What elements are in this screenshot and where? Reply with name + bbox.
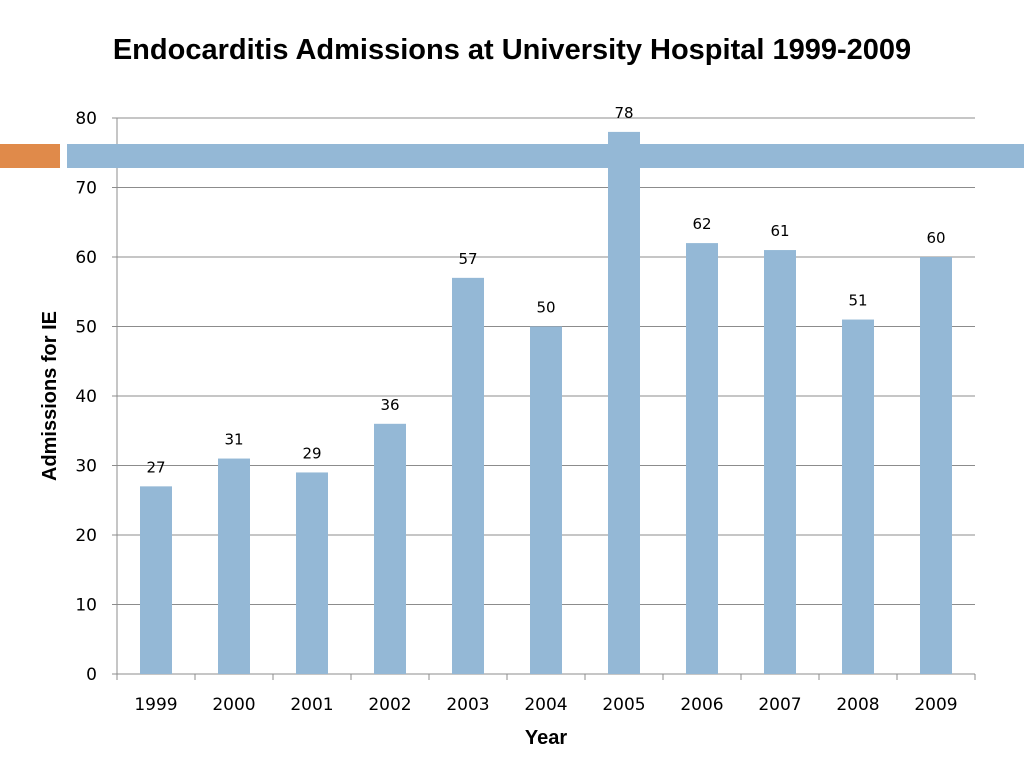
bar-1999: [140, 486, 172, 674]
x-tick-label-2008: 2008: [836, 695, 879, 715]
bar-2004: [530, 326, 562, 674]
bar-2008: [842, 319, 874, 674]
y-tick-label: 30: [75, 457, 97, 477]
x-tick-label-1999: 1999: [134, 695, 177, 715]
y-tick-label: 20: [75, 526, 97, 546]
x-tick-label-2005: 2005: [602, 695, 645, 715]
bar-2001: [296, 472, 328, 674]
y-tick-label: 80: [75, 109, 97, 129]
x-tick-label-2001: 2001: [290, 695, 333, 715]
data-label-2003: 57: [458, 250, 477, 268]
x-tick-label-2000: 2000: [212, 695, 255, 715]
y-axis-title: Admissions for IE: [39, 311, 61, 481]
data-label-2007: 61: [770, 222, 789, 240]
data-labels: 27 31 29 36 57 50 78 62 61 51 60: [146, 104, 945, 476]
y-tick-label: 40: [75, 387, 97, 407]
bar-2003: [452, 277, 484, 674]
data-label-2002: 36: [380, 396, 399, 414]
chart-title: Endocarditis Admissions at University Ho…: [112, 34, 912, 66]
data-label-2009: 60: [926, 229, 945, 247]
data-label-2001: 29: [302, 444, 321, 462]
x-tick-label-2009: 2009: [914, 695, 957, 715]
x-tick-label-2007: 2007: [758, 695, 801, 715]
bar-2009: [920, 257, 952, 674]
x-tick-label-2002: 2002: [368, 695, 411, 715]
data-label-1999: 27: [146, 458, 165, 476]
y-tick-label: 0: [86, 665, 97, 685]
x-axis-title: Year: [525, 727, 567, 749]
bar-2000: [218, 458, 250, 674]
y-tick-label: 50: [75, 318, 97, 338]
y-tick-label: 70: [75, 179, 97, 199]
bar-2007: [764, 250, 796, 675]
x-tick-label-2003: 2003: [446, 695, 489, 715]
y-tick-label: 10: [75, 596, 97, 616]
bar-2005: [608, 131, 640, 674]
accent-bar-blue: [67, 144, 1024, 168]
bar-2006: [686, 243, 718, 674]
x-tick-labels: 1999 2000 2001 2002 2003 2004 2005 2006 2007 2008…: [134, 695, 957, 715]
x-tick-label-2006: 2006: [680, 695, 723, 715]
accent-bar-orange: [0, 144, 60, 168]
bar-2002: [374, 423, 406, 674]
data-label-2006: 62: [692, 215, 711, 233]
y-tick-label: 60: [75, 248, 97, 268]
data-label-2000: 31: [224, 431, 243, 449]
x-tick-label-2004: 2004: [524, 695, 567, 715]
bars: [140, 131, 952, 675]
data-label-2005: 78: [614, 104, 633, 122]
y-tick-labels: 0 10 20 30 40 50 60 70 80: [75, 109, 97, 685]
data-label-2008: 51: [848, 292, 867, 310]
data-label-2004: 50: [536, 299, 555, 317]
